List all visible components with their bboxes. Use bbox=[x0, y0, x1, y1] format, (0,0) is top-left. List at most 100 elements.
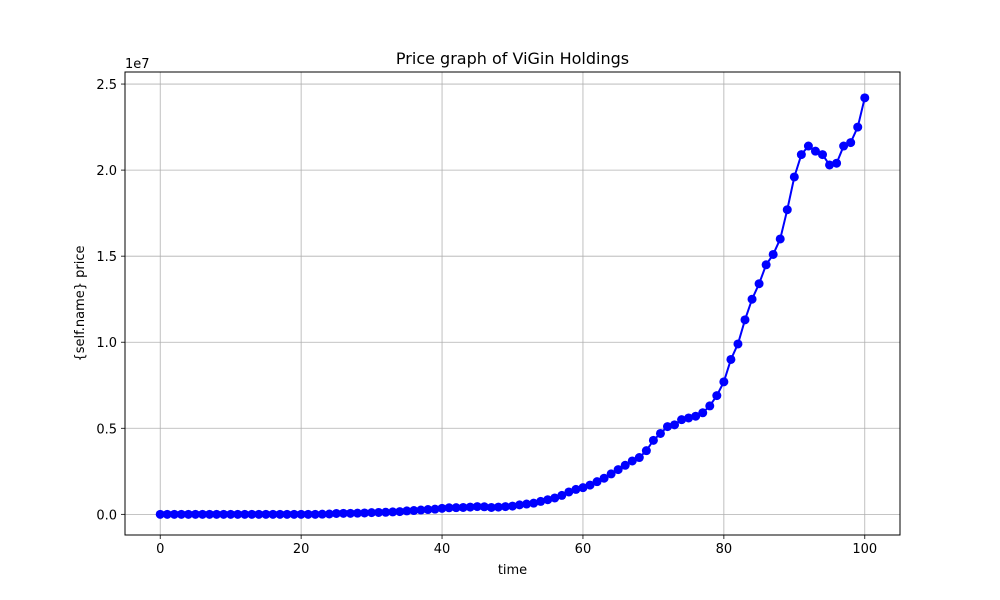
data-point bbox=[212, 509, 222, 519]
y-tick-label: 1.0 bbox=[96, 336, 117, 351]
data-point bbox=[803, 141, 813, 151]
y-axis-title: {self.name} price bbox=[73, 245, 88, 361]
data-point bbox=[705, 401, 715, 411]
x-tick-label: 40 bbox=[434, 542, 451, 557]
x-axis-title: time bbox=[498, 563, 527, 578]
data-point bbox=[444, 503, 454, 513]
data-point bbox=[275, 509, 285, 519]
data-point bbox=[761, 260, 771, 270]
data-point bbox=[726, 354, 736, 364]
data-point bbox=[747, 294, 757, 304]
data-point bbox=[627, 456, 637, 466]
data-point bbox=[684, 413, 694, 423]
y-tick-label: 1.5 bbox=[96, 250, 117, 265]
data-point bbox=[860, 93, 870, 103]
data-point bbox=[486, 502, 496, 512]
data-point bbox=[825, 160, 835, 170]
grid-layer bbox=[125, 72, 900, 535]
data-point bbox=[853, 122, 863, 132]
data-point bbox=[268, 509, 278, 519]
data-point bbox=[367, 508, 377, 518]
data-point bbox=[254, 509, 264, 519]
data-point bbox=[613, 465, 623, 475]
data-point bbox=[670, 420, 680, 430]
data-point bbox=[282, 509, 292, 519]
data-point bbox=[324, 509, 334, 519]
x-tick-label: 60 bbox=[575, 542, 592, 557]
data-point bbox=[768, 249, 778, 259]
x-tick-label: 80 bbox=[716, 542, 733, 557]
data-point bbox=[402, 506, 412, 516]
data-point bbox=[818, 150, 827, 160]
data-point bbox=[176, 509, 186, 519]
y-axis-ticks: 0.0 0.5 1.0 1.5 2.0 2.5 bbox=[96, 78, 125, 523]
data-point bbox=[754, 279, 764, 289]
data-point bbox=[296, 509, 306, 519]
data-point bbox=[233, 509, 243, 519]
data-point bbox=[451, 503, 461, 513]
data-point bbox=[381, 507, 391, 517]
data-point bbox=[655, 428, 665, 438]
data-point bbox=[578, 483, 588, 493]
data-point bbox=[183, 509, 193, 519]
data-point bbox=[592, 477, 602, 487]
data-point bbox=[663, 422, 672, 432]
data-point bbox=[789, 172, 799, 182]
data-point bbox=[733, 339, 743, 349]
data-point bbox=[437, 503, 447, 513]
data-point bbox=[395, 507, 405, 517]
chart-title: Price graph of ViGin Holdings bbox=[396, 49, 629, 68]
data-point bbox=[345, 508, 355, 518]
data-point bbox=[564, 487, 574, 497]
data-point bbox=[493, 502, 503, 512]
plot-frame bbox=[124, 71, 901, 536]
data-point bbox=[289, 509, 299, 519]
data-point bbox=[198, 509, 207, 519]
data-point bbox=[522, 499, 532, 509]
data-point bbox=[782, 205, 792, 215]
data-point bbox=[634, 453, 644, 463]
data-point bbox=[331, 508, 341, 518]
data-point bbox=[465, 502, 475, 512]
data-point bbox=[571, 484, 581, 494]
data-point bbox=[169, 509, 179, 519]
y-tick-label: 2.0 bbox=[96, 164, 117, 179]
data-point bbox=[508, 501, 517, 511]
data-point bbox=[458, 502, 468, 512]
data-point bbox=[423, 505, 433, 515]
y-tick-label: 2.5 bbox=[96, 78, 117, 93]
data-point bbox=[388, 507, 398, 517]
data-point bbox=[620, 460, 630, 470]
data-point bbox=[832, 158, 842, 168]
data-point bbox=[846, 138, 856, 148]
data-point bbox=[409, 506, 419, 516]
data-point bbox=[219, 509, 229, 519]
data-point bbox=[247, 509, 257, 519]
data-point bbox=[155, 509, 165, 519]
data-point bbox=[226, 509, 236, 519]
x-tick-label: 100 bbox=[852, 542, 877, 557]
data-point bbox=[360, 508, 370, 518]
data-point bbox=[698, 408, 708, 418]
data-point bbox=[515, 500, 525, 510]
data-point bbox=[500, 502, 510, 512]
data-point bbox=[317, 509, 327, 519]
data-point bbox=[240, 509, 250, 519]
data-point bbox=[810, 146, 820, 156]
y-tick-label: 0.0 bbox=[96, 508, 117, 523]
data-point bbox=[338, 508, 348, 518]
data-point bbox=[472, 502, 482, 512]
data-point bbox=[353, 508, 362, 518]
data-point bbox=[775, 234, 785, 244]
data-point bbox=[303, 509, 313, 519]
x-axis-ticks: 0 20 40 60 80 100 bbox=[156, 535, 877, 557]
data-point bbox=[416, 505, 426, 515]
data-point bbox=[374, 507, 384, 517]
data-point bbox=[557, 490, 567, 500]
x-tick-label: 20 bbox=[293, 542, 310, 557]
data-point bbox=[529, 498, 539, 508]
data-point bbox=[740, 315, 750, 325]
data-point bbox=[550, 493, 560, 503]
